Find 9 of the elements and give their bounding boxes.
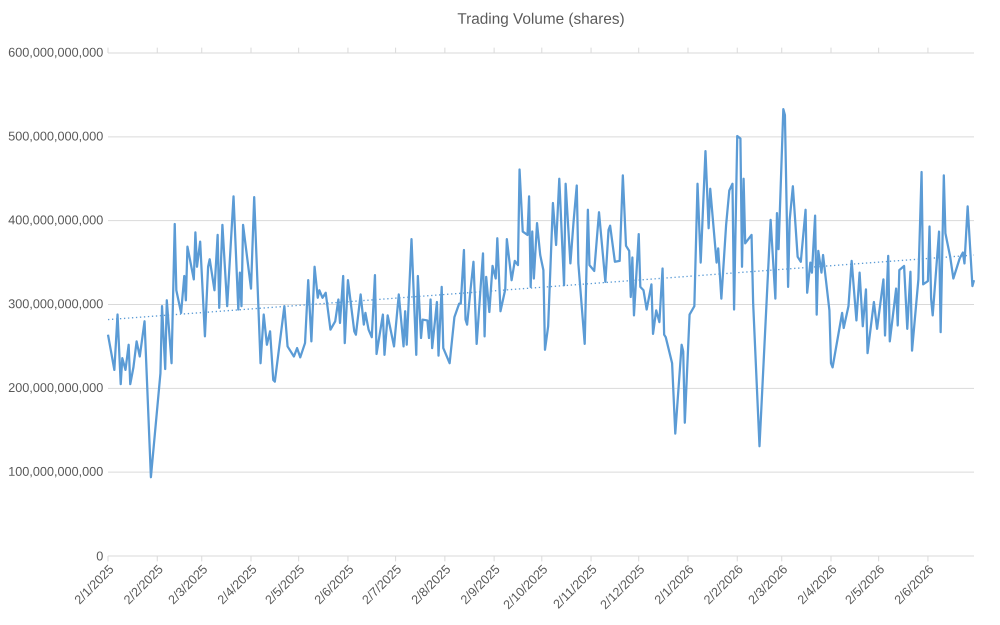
y-tick-label: 400,000,000,000	[8, 215, 103, 226]
y-tick-label: 600,000,000,000	[8, 48, 103, 58]
y-tick-label: 500,000,000,000	[8, 132, 103, 142]
line-series	[106, 108, 976, 478]
y-tick-label: 100,000,000,000	[9, 466, 103, 478]
y-tick-label: 0	[96, 552, 103, 560]
y-tick-label: 300,000,000,000	[8, 299, 103, 310]
y-tick-label: 200,000,000,000	[8, 383, 103, 394]
chart-title: Trading Volume (shares)	[458, 12, 624, 27]
